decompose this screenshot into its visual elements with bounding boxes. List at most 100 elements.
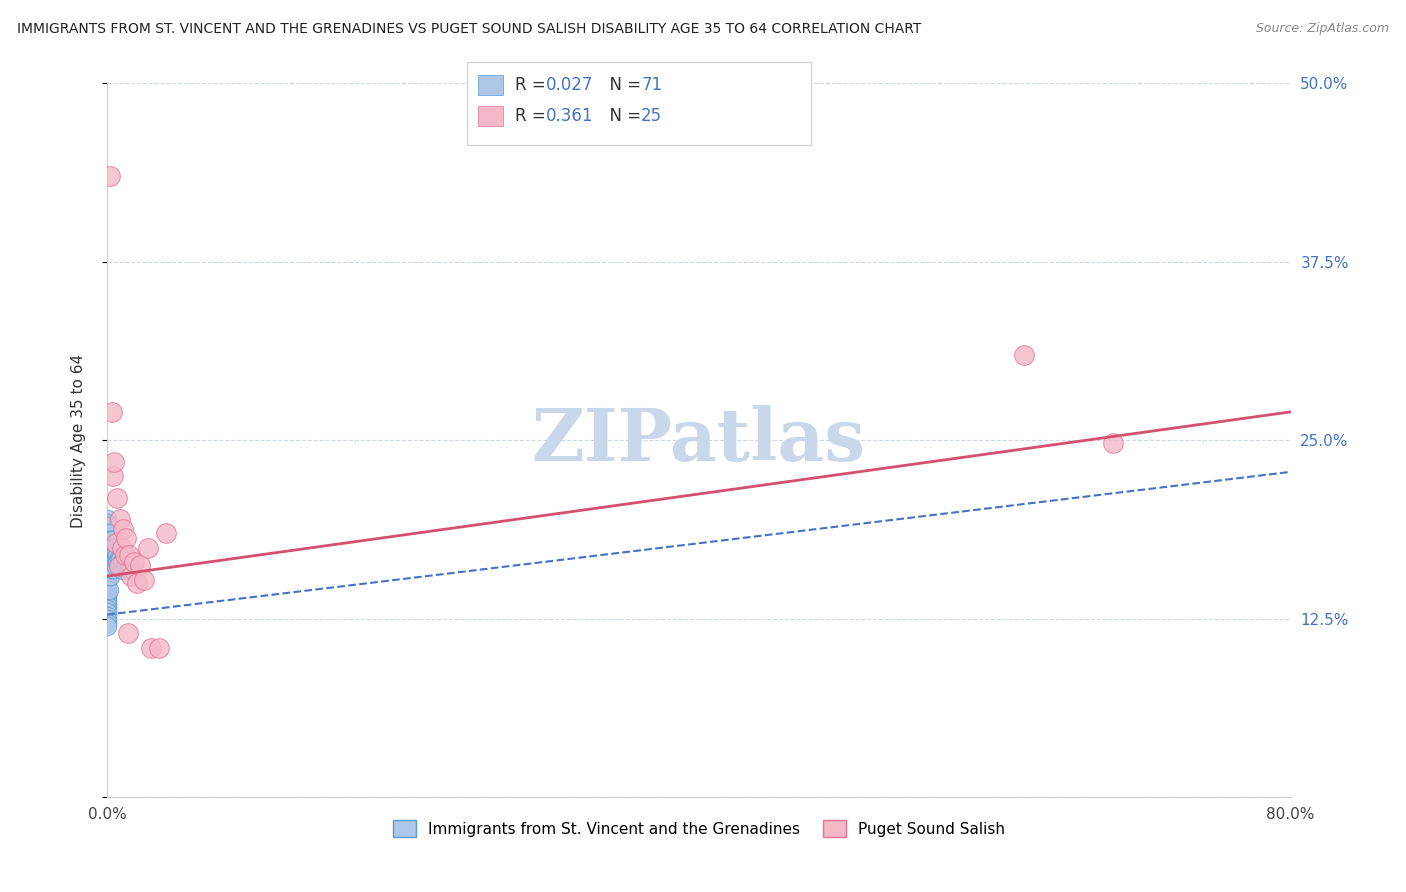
Text: 25: 25 — [641, 107, 662, 125]
Point — [97, 562, 120, 576]
Point — [108, 559, 131, 574]
Text: ZIPatlas: ZIPatlas — [531, 405, 866, 476]
Point — [96, 555, 118, 569]
Point — [96, 574, 118, 588]
Point — [100, 562, 122, 576]
Point — [110, 512, 132, 526]
Point — [114, 558, 136, 572]
Point — [98, 548, 121, 562]
Point — [96, 548, 118, 562]
Point — [117, 626, 139, 640]
Point — [98, 562, 121, 576]
Point — [115, 531, 138, 545]
Point — [96, 516, 118, 531]
Point — [96, 526, 118, 541]
Point — [100, 405, 122, 419]
Point — [96, 562, 118, 576]
Point — [101, 548, 124, 562]
Point — [96, 559, 118, 574]
Point — [112, 556, 135, 570]
Text: R =: R = — [515, 107, 551, 125]
Point — [107, 555, 129, 569]
Point — [103, 548, 125, 562]
Point — [103, 541, 125, 555]
Point — [104, 536, 127, 550]
Point — [120, 562, 142, 576]
Point — [100, 548, 122, 562]
Point — [98, 526, 121, 541]
Point — [98, 555, 121, 569]
Point — [96, 512, 118, 526]
Point — [111, 562, 134, 576]
Text: R =: R = — [515, 76, 551, 94]
Point — [96, 522, 118, 536]
Text: Source: ZipAtlas.com: Source: ZipAtlas.com — [1256, 22, 1389, 36]
Point — [118, 560, 141, 574]
Point — [101, 555, 124, 569]
Point — [96, 566, 118, 581]
Point — [100, 541, 122, 555]
Point — [100, 533, 122, 548]
Text: N =: N = — [599, 107, 647, 125]
Point — [96, 552, 118, 566]
Point — [108, 550, 131, 565]
Text: IMMIGRANTS FROM ST. VINCENT AND THE GRENADINES VS PUGET SOUND SALISH DISABILITY : IMMIGRANTS FROM ST. VINCENT AND THE GREN… — [17, 22, 921, 37]
Point — [96, 588, 118, 602]
Point — [98, 541, 121, 555]
Text: 0.361: 0.361 — [546, 107, 593, 125]
Point — [96, 531, 118, 545]
Point — [148, 640, 170, 655]
Point — [96, 541, 118, 555]
Point — [138, 541, 160, 555]
Point — [96, 545, 118, 559]
Point — [114, 548, 136, 562]
Point — [104, 545, 127, 559]
Point — [96, 612, 118, 626]
Point — [115, 559, 138, 574]
Text: 71: 71 — [641, 76, 662, 94]
Point — [128, 558, 150, 572]
Text: N =: N = — [599, 76, 647, 94]
Point — [96, 598, 118, 612]
Point — [96, 609, 118, 624]
Point — [112, 522, 135, 536]
Point — [96, 533, 118, 548]
Point — [101, 562, 124, 576]
Point — [111, 541, 134, 555]
Point — [141, 640, 163, 655]
Text: 0.027: 0.027 — [546, 76, 593, 94]
Point — [132, 574, 155, 588]
Point — [101, 469, 124, 483]
Point — [104, 559, 127, 574]
Point — [96, 583, 118, 598]
Point — [96, 576, 118, 591]
Point — [103, 455, 125, 469]
Point — [97, 583, 120, 598]
Point — [96, 536, 118, 550]
Point — [110, 552, 132, 566]
Point — [98, 533, 121, 548]
Point — [97, 541, 120, 555]
Point — [96, 579, 118, 593]
Point — [97, 519, 120, 533]
Point — [101, 541, 124, 555]
Point — [98, 569, 121, 583]
Point — [96, 619, 118, 633]
Point — [100, 555, 122, 569]
Point — [1102, 436, 1125, 450]
Point — [107, 548, 129, 562]
Point — [103, 555, 125, 569]
Point — [120, 569, 142, 583]
Point — [1014, 348, 1036, 362]
Point — [98, 169, 121, 184]
Point — [118, 548, 141, 562]
Point — [96, 602, 118, 616]
Point — [125, 576, 148, 591]
Y-axis label: Disability Age 35 to 64: Disability Age 35 to 64 — [72, 353, 86, 527]
Point — [111, 555, 134, 569]
Point — [122, 555, 145, 569]
Legend: Immigrants from St. Vincent and the Grenadines, Puget Sound Salish: Immigrants from St. Vincent and the Gren… — [387, 814, 1011, 843]
Point — [112, 563, 135, 577]
Point — [110, 559, 132, 574]
Point — [96, 569, 118, 583]
